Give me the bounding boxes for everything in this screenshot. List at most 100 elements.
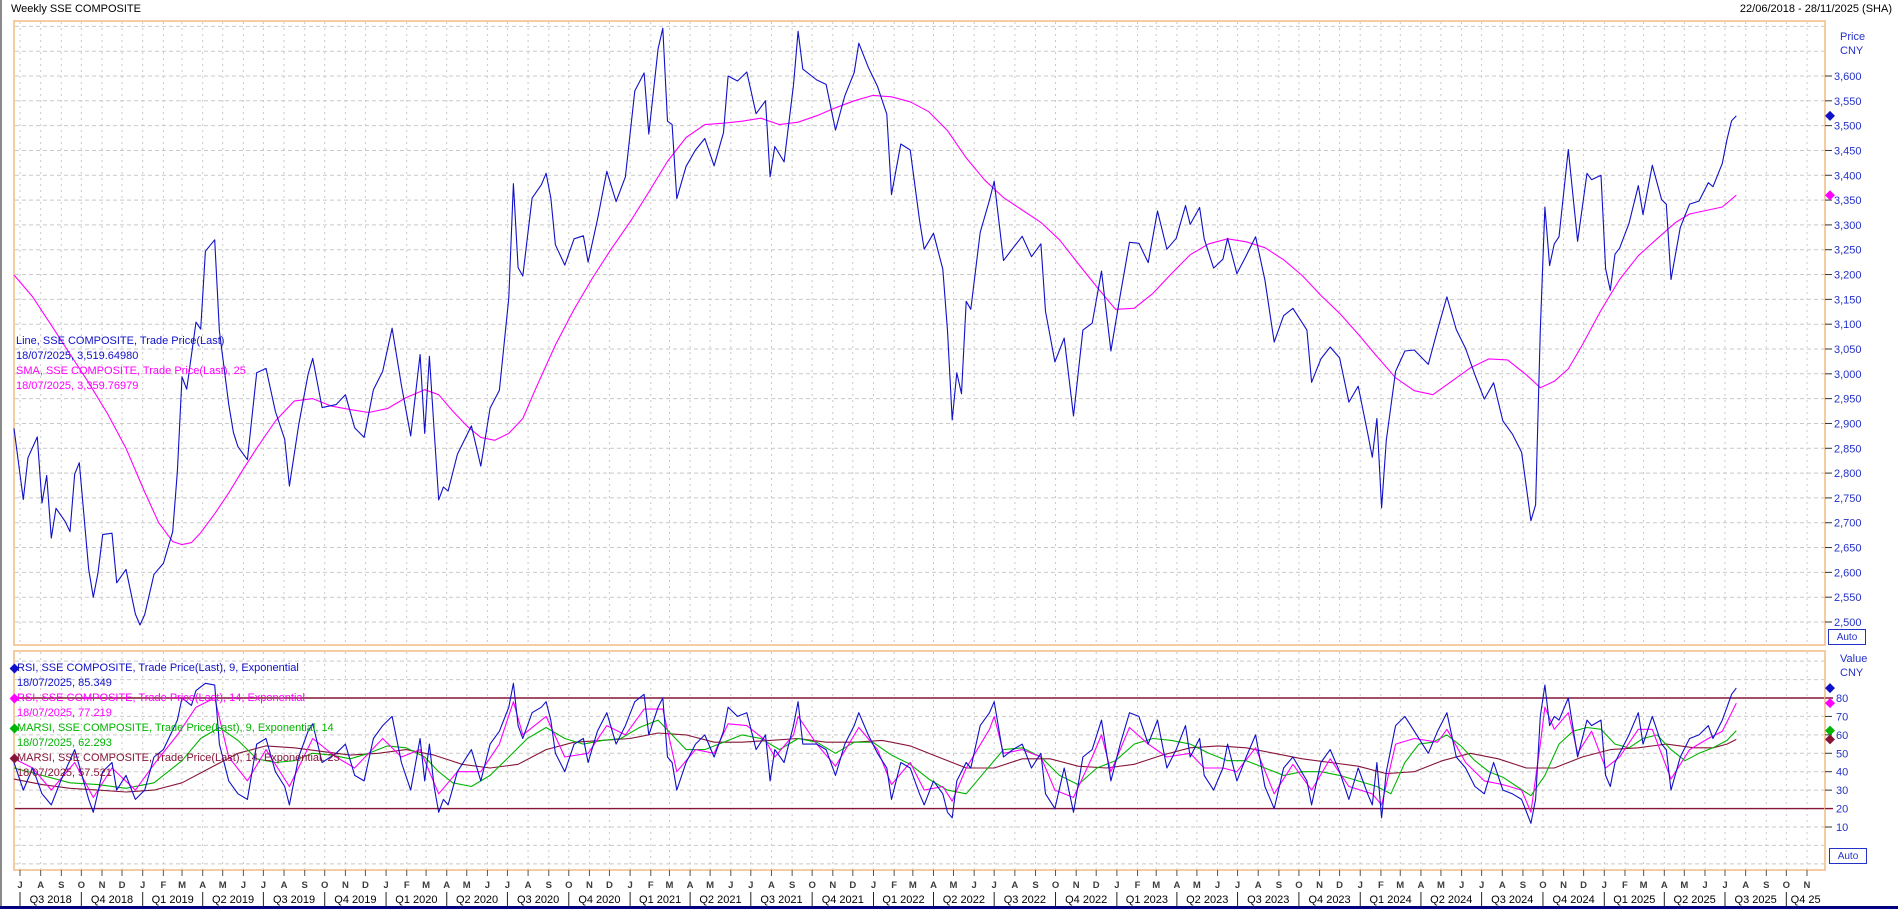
month-letter: M (665, 880, 673, 891)
quarter-label: Q1 2020 (395, 894, 437, 906)
month-letter: O (1052, 880, 1059, 891)
month-letter: O (565, 880, 572, 891)
month-letter: A (1417, 880, 1424, 891)
date-range-label: 22/06/2018 - 28/11/2025 (SHA) (1739, 3, 1892, 15)
quarter-label: Q4 2018 (91, 894, 133, 906)
month-letter: S (1032, 880, 1038, 891)
month-letter: M (463, 880, 471, 891)
month-letter: A (930, 880, 937, 891)
price-tick-label: 2,550 (1834, 592, 1862, 604)
price-panel-border (13, 20, 1826, 646)
price-legend-line-name: Line, SSE COMPOSITE, Trade Price(Last) (16, 335, 225, 347)
month-letter: J (972, 880, 977, 891)
value-marker-icon-0 (1825, 683, 1835, 694)
month-letter: J (17, 880, 22, 891)
month-letter: D (1336, 880, 1343, 891)
month-letter: O (1783, 880, 1790, 891)
month-letter: M (909, 880, 917, 891)
month-letter: J (1702, 880, 1707, 891)
quarter-label: Q2 2023 (1186, 894, 1228, 906)
rsi14-legend-value: 18/07/2025, 77.219 (17, 707, 112, 719)
marsi14-legend-value: 18/07/2025, 57.521 (17, 767, 112, 779)
value-marker-icon-2 (1825, 725, 1835, 736)
month-letter: A (687, 880, 694, 891)
month-letter: J (1459, 880, 1464, 891)
marsi9-legend-value: 18/07/2025, 62.293 (17, 737, 112, 749)
quarter-label: Q3 2024 (1491, 894, 1533, 906)
quarter-label: Q4 2021 (822, 894, 864, 906)
quarter-label: Q1 2022 (882, 894, 924, 906)
month-letter: N (1804, 880, 1811, 891)
month-letter: F (1622, 880, 1628, 891)
month-letter: D (849, 880, 856, 891)
price-legend-sma-name: SMA, SSE COMPOSITE, Trade Price(Last), 2… (16, 365, 246, 377)
quarter-label: Q3 2020 (517, 894, 559, 906)
value-tick-label: 80 (1836, 693, 1848, 705)
month-letter: N (1316, 880, 1323, 891)
month-letter: J (383, 880, 388, 891)
price-axis-auto-button[interactable]: Auto (1828, 629, 1866, 645)
value-tick-label: 30 (1836, 785, 1848, 797)
month-letter: A (199, 880, 206, 891)
month-letter: N (1073, 880, 1080, 891)
month-letter: M (1437, 880, 1445, 891)
price-axis-title: Price (1840, 31, 1865, 43)
month-letter: D (362, 880, 369, 891)
quarter-label: Q1 2019 (152, 894, 194, 906)
price-tick-label: 2,500 (1834, 617, 1862, 629)
price-tick-label: 3,000 (1834, 369, 1862, 381)
month-letter: S (1763, 880, 1769, 891)
quarter-label: Q3 2021 (760, 894, 802, 906)
quarter-label: Q1 2023 (1126, 894, 1168, 906)
price-tick-label: 2,850 (1834, 443, 1862, 455)
price-tick-label: 3,500 (1834, 121, 1862, 133)
month-letter: J (728, 880, 733, 891)
rsi9-legend-value: 18/07/2025, 85.349 (17, 677, 112, 689)
value-tick-label: 20 (1836, 804, 1848, 816)
quarter-label: Q4 2023 (1308, 894, 1350, 906)
month-letter: F (648, 880, 654, 891)
month-letter: A (1011, 880, 1018, 891)
price-tick-label: 2,900 (1834, 418, 1862, 430)
value-axis-title: Value (1840, 653, 1867, 665)
month-letter: S (58, 880, 64, 891)
price-tick-label: 3,350 (1834, 195, 1862, 207)
rsi9-legend-name: RSI, SSE COMPOSITE, Trade Price(Last), 9… (17, 662, 299, 674)
month-letter: A (281, 880, 288, 891)
month-letter: S (1276, 880, 1282, 891)
value-tick-label: 70 (1836, 711, 1848, 723)
month-letter: A (443, 880, 450, 891)
quarter-label: Q3 2023 (1247, 894, 1289, 906)
sma25-line (13, 94, 1737, 546)
price-tick-label: 2,650 (1834, 543, 1862, 555)
rsi9-line (13, 682, 1737, 824)
value-tick-label: 40 (1836, 767, 1848, 779)
chart-title: Weekly SSE COMPOSITE (11, 3, 141, 15)
month-letter: S (302, 880, 308, 891)
quarter-label: Q1 2024 (1369, 894, 1411, 906)
month-letter: D (606, 880, 613, 891)
price-line (13, 27, 1737, 626)
price-tick-label: 3,450 (1834, 145, 1862, 157)
price-marker-icon-0 (1825, 110, 1835, 121)
month-letter: J (1602, 880, 1607, 891)
month-letter: J (1479, 880, 1484, 891)
month-letter: J (627, 880, 632, 891)
month-letter: M (1193, 880, 1201, 891)
gridlines (15, 22, 1824, 869)
month-letter: M (1640, 880, 1648, 891)
value-axis-auto-button[interactable]: Auto (1829, 848, 1867, 864)
quarter-label: Q3 2018 (30, 894, 72, 906)
price-tick-label: 3,150 (1834, 294, 1862, 306)
quarter-label: Q1 2021 (639, 894, 681, 906)
quarter-label: Q3 2019 (273, 894, 315, 906)
quarter-label: Q2 2025 (1674, 894, 1716, 906)
month-letter: D (1093, 880, 1100, 891)
month-letter: M (1680, 880, 1688, 891)
price-tick-label: 2,700 (1834, 518, 1862, 530)
quarter-label: Q4 2024 (1553, 894, 1595, 906)
month-letter: F (1378, 880, 1384, 891)
month-letter: F (160, 880, 166, 891)
